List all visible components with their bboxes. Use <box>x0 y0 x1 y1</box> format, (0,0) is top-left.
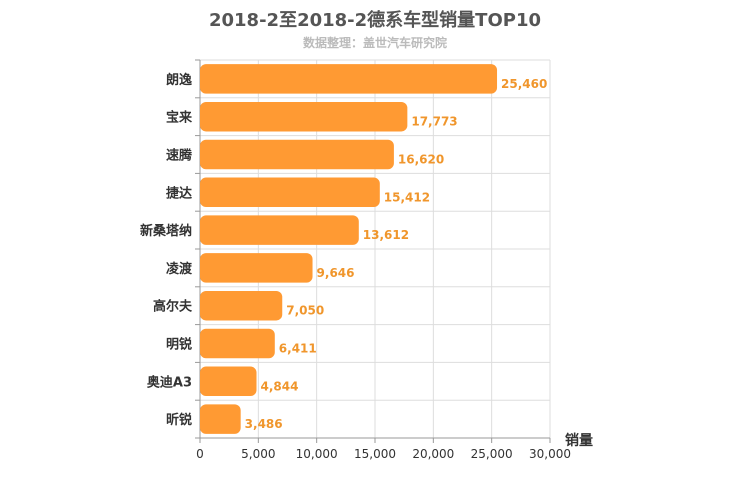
x-tick-label: 30,000 <box>529 447 571 461</box>
bar <box>200 177 380 208</box>
bar <box>200 215 359 245</box>
bar-value-label: 4,844 <box>261 379 299 393</box>
y-tick-label: 朗逸 <box>166 72 192 88</box>
bar <box>200 328 275 359</box>
x-tick-label: 15,000 <box>354 447 396 461</box>
y-tick-label: 凌渡 <box>166 261 193 277</box>
bar-value-label: 13,612 <box>363 228 409 242</box>
chart-title: 2018-2至2018-2德系车型销量TOP10 <box>208 10 541 31</box>
bar <box>200 253 313 283</box>
y-tick-label: 捷达 <box>166 185 192 201</box>
bar-value-label: 7,050 <box>286 304 324 318</box>
y-tick-label: 明锐 <box>166 337 192 353</box>
chart-subtitle: 数据整理：盖世汽车研究院 <box>302 36 447 50</box>
bar-value-label: 6,411 <box>279 342 317 356</box>
y-tick-label: 宝来 <box>166 110 193 126</box>
y-tick-label: 速腾 <box>166 148 193 164</box>
bar-value-label: 9,646 <box>317 266 355 280</box>
y-tick-label: 新桑塔纳 <box>140 223 192 239</box>
bar-value-label: 16,620 <box>398 153 444 167</box>
y-tick-label: 奥迪A3 <box>147 374 192 390</box>
bar-value-label: 3,486 <box>245 417 283 431</box>
x-tick-label: 10,000 <box>296 447 338 461</box>
x-tick-label: 0 <box>196 447 204 461</box>
y-tick-label: 高尔夫 <box>153 299 193 315</box>
bar <box>200 290 283 321</box>
bar-value-label: 17,773 <box>411 115 457 129</box>
bar <box>200 404 241 434</box>
x-tick-label: 20,000 <box>412 447 454 461</box>
bar-value-label: 15,412 <box>384 190 430 204</box>
bar <box>200 101 408 132</box>
bar-value-label: 25,460 <box>501 77 547 91</box>
bar <box>200 64 498 94</box>
x-tick-label: 5,000 <box>241 447 275 461</box>
y-tick-label: 昕锐 <box>166 412 192 428</box>
x-axis-label: 销量 <box>565 432 593 449</box>
bar <box>200 139 394 170</box>
x-tick-label: 25,000 <box>471 447 513 461</box>
bar <box>200 366 257 397</box>
